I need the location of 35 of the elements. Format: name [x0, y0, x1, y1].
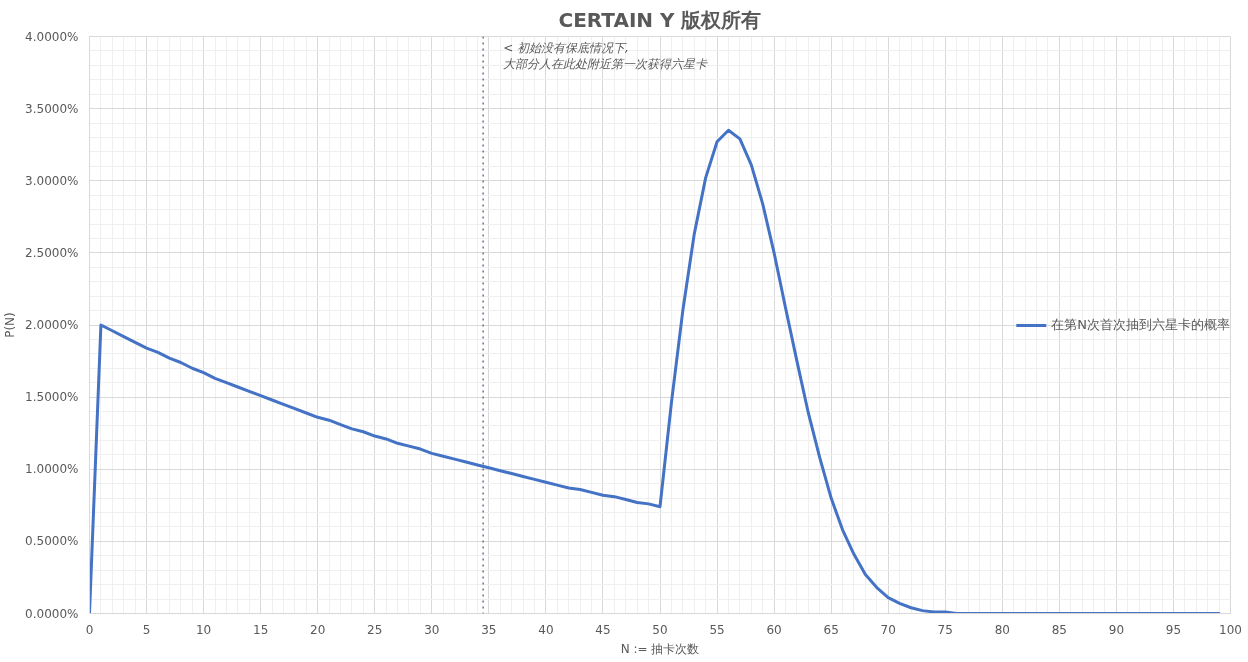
ref-line-label: < 初始没有保底情况下, 大部分人在此处附近第一次获得六星卡 [503, 40, 709, 72]
x-tick-label: 30 [424, 622, 440, 637]
legend-label: 在第N次首次抽到六星卡的概率 [1051, 315, 1230, 334]
chart-title: CERTAIN Y 版权所有 [558, 7, 762, 32]
x-tick-label: 55 [709, 622, 725, 637]
y-tick-label: 4.0000% [25, 29, 79, 44]
x-tick-label: 35 [481, 622, 497, 637]
y-tick-label: 1.5000% [25, 390, 79, 405]
y-tick-label: 0.0000% [25, 606, 79, 621]
y-tick-label: 3.0000% [25, 173, 79, 188]
x-tick-label: 100 [1219, 622, 1242, 637]
y-tick-label: 3.5000% [25, 101, 79, 116]
y-tick-label: 1.0000% [25, 462, 79, 477]
x-tick-label: 65 [823, 622, 839, 637]
x-tick-label: 40 [538, 622, 554, 637]
y-tick-label: 2.5000% [25, 245, 79, 260]
y-tick-label: 0.5000% [25, 534, 79, 549]
x-tick-label: 5 [142, 622, 151, 637]
x-tick-label: 80 [994, 622, 1010, 637]
x-tick-label: 85 [1051, 622, 1067, 637]
x-tick-label: 25 [367, 622, 383, 637]
x-tick-label: 10 [195, 622, 212, 637]
y-axis-title: P(N) [3, 312, 18, 338]
x-tick-label: 15 [253, 622, 269, 637]
x-tick-label: 95 [1165, 622, 1182, 637]
x-tick-label: 75 [937, 622, 953, 637]
x-tick-label: 70 [880, 622, 896, 637]
x-tick-label: 60 [766, 622, 782, 637]
x-tick-label: 45 [595, 622, 611, 637]
x-tick-label: 0 [85, 622, 94, 637]
y-tick-label: 2.0000% [25, 318, 79, 332]
x-axis-title: N := 抽卡次数 [620, 641, 700, 656]
x-tick-label: 90 [1108, 622, 1125, 637]
x-tick-label: 50 [652, 622, 668, 637]
x-tick-label: 20 [310, 622, 326, 637]
